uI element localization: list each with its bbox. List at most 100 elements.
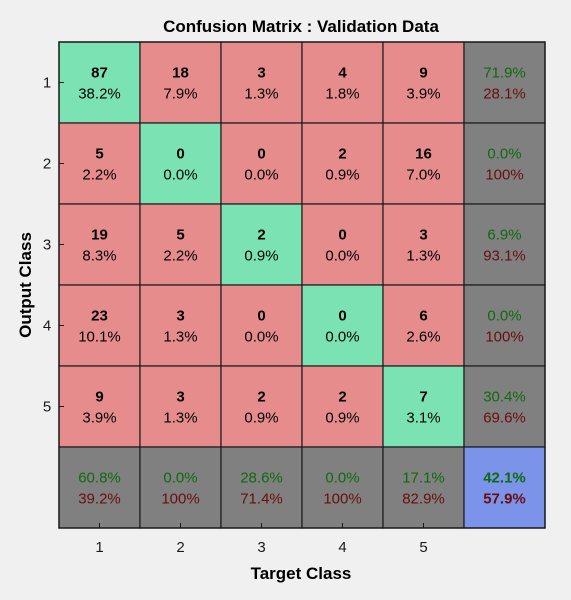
matrix-cell	[382, 284, 465, 367]
matrix-cell	[58, 365, 141, 448]
matrix-cell	[58, 122, 141, 205]
cell-count: 5	[176, 227, 184, 244]
matrix-cell	[301, 365, 384, 448]
matrix-cells: 87 38.2% 18 7.9% 3 1.3% 4 1.8% 9 3.9% 5 2.2% 0 0.0% 0 0…	[58, 41, 546, 529]
cell-count: 19	[91, 227, 108, 244]
cell-count: 3	[257, 65, 265, 82]
row-summary-cell	[463, 122, 546, 205]
overall-accuracy-cell	[463, 446, 546, 529]
cell-percent: 0.9%	[244, 410, 278, 427]
cell-percent: 7.9%	[163, 86, 197, 103]
cell-percent: 38.2%	[78, 86, 121, 103]
matrix-cell	[220, 122, 303, 205]
cell-percent: 3.9%	[406, 86, 440, 103]
y-tick-label: 3	[43, 237, 51, 254]
y-tick-label: 5	[43, 399, 51, 416]
row-summary-incorrect: 93.1%	[483, 248, 526, 265]
row-summary-cell	[463, 365, 546, 448]
cell-percent: 1.3%	[163, 329, 197, 346]
matrix-cell	[139, 122, 222, 205]
x-tick-label: 2	[176, 539, 184, 556]
column-summary-cell	[58, 446, 141, 529]
cell-count: 23	[91, 308, 108, 325]
cell-percent: 2.6%	[406, 329, 440, 346]
cell-count: 7	[419, 389, 427, 406]
x-tick-label: 3	[257, 539, 265, 556]
cell-percent: 0.9%	[325, 167, 359, 184]
cell-count: 18	[172, 65, 189, 82]
column-summary-incorrect: 71.4%	[240, 491, 283, 508]
matrix-cell	[301, 41, 384, 124]
cell-count: 5	[95, 146, 103, 163]
matrix-frame	[58, 41, 546, 529]
matrix-cell	[301, 203, 384, 286]
matrix-cell	[139, 365, 222, 448]
y-tick-label: 4	[43, 318, 51, 335]
cell-percent: 7.0%	[406, 167, 440, 184]
y-tick-label: 2	[43, 156, 51, 173]
cell-percent: 1.8%	[325, 86, 359, 103]
matrix-cell	[220, 203, 303, 286]
row-summary-correct: 0.0%	[487, 308, 521, 325]
column-summary-correct: 17.1%	[402, 470, 445, 487]
matrix-cell	[58, 41, 141, 124]
cell-count: 2	[257, 227, 265, 244]
cell-percent: 8.3%	[82, 248, 116, 265]
cell-count: 0	[176, 146, 184, 163]
matrix-cell	[220, 41, 303, 124]
row-summary-correct: 71.9%	[483, 65, 526, 82]
column-summary-incorrect: 39.2%	[78, 491, 121, 508]
cell-count: 3	[419, 227, 427, 244]
column-summary-incorrect: 100%	[161, 491, 199, 508]
row-summary-cell	[463, 203, 546, 286]
x-axis-label: Target Class	[251, 564, 352, 583]
y-axis-label: Output Class	[16, 232, 35, 338]
x-tick-label: 1	[95, 539, 103, 556]
cell-percent: 0.0%	[163, 167, 197, 184]
row-summary-correct: 30.4%	[483, 389, 526, 406]
column-summary-incorrect: 100%	[323, 491, 361, 508]
cell-count: 0	[257, 146, 265, 163]
cell-percent: 2.2%	[163, 248, 197, 265]
cell-percent: 1.3%	[163, 410, 197, 427]
matrix-cell	[382, 203, 465, 286]
cell-percent: 1.3%	[406, 248, 440, 265]
row-summary-incorrect: 100%	[485, 329, 523, 346]
column-summary-cell	[382, 446, 465, 529]
cell-count: 4	[338, 65, 347, 82]
column-summary-cell	[220, 446, 303, 529]
cell-count: 16	[415, 146, 432, 163]
cell-percent: 0.0%	[325, 329, 359, 346]
cell-count: 2	[338, 146, 346, 163]
cell-percent: 3.1%	[406, 410, 440, 427]
cell-percent: 1.3%	[244, 86, 278, 103]
matrix-cell	[220, 365, 303, 448]
cell-percent: 0.9%	[325, 410, 359, 427]
cell-count: 87	[91, 65, 108, 82]
matrix-cell	[382, 365, 465, 448]
cell-count: 9	[419, 65, 427, 82]
row-summary-incorrect: 69.6%	[483, 410, 526, 427]
cell-percent: 0.0%	[325, 248, 359, 265]
column-summary-correct: 28.6%	[240, 470, 283, 487]
cell-count: 6	[419, 308, 427, 325]
column-summary-correct: 60.8%	[78, 470, 121, 487]
cell-percent: 10.1%	[78, 329, 121, 346]
cell-count: 2	[338, 389, 346, 406]
x-tick-label: 5	[419, 539, 427, 556]
matrix-cell	[58, 284, 141, 367]
matrix-cell	[58, 203, 141, 286]
y-tick-label: 1	[43, 75, 51, 92]
chart-title: Confusion Matrix : Validation Data	[163, 17, 439, 36]
x-tick-label: 4	[338, 539, 346, 556]
matrix-cell	[301, 122, 384, 205]
column-summary-correct: 0.0%	[325, 470, 359, 487]
matrix-cell	[139, 41, 222, 124]
row-summary-correct: 6.9%	[487, 227, 521, 244]
matrix-cell	[220, 284, 303, 367]
cell-count: 0	[338, 227, 346, 244]
cell-count: 0	[338, 308, 346, 325]
